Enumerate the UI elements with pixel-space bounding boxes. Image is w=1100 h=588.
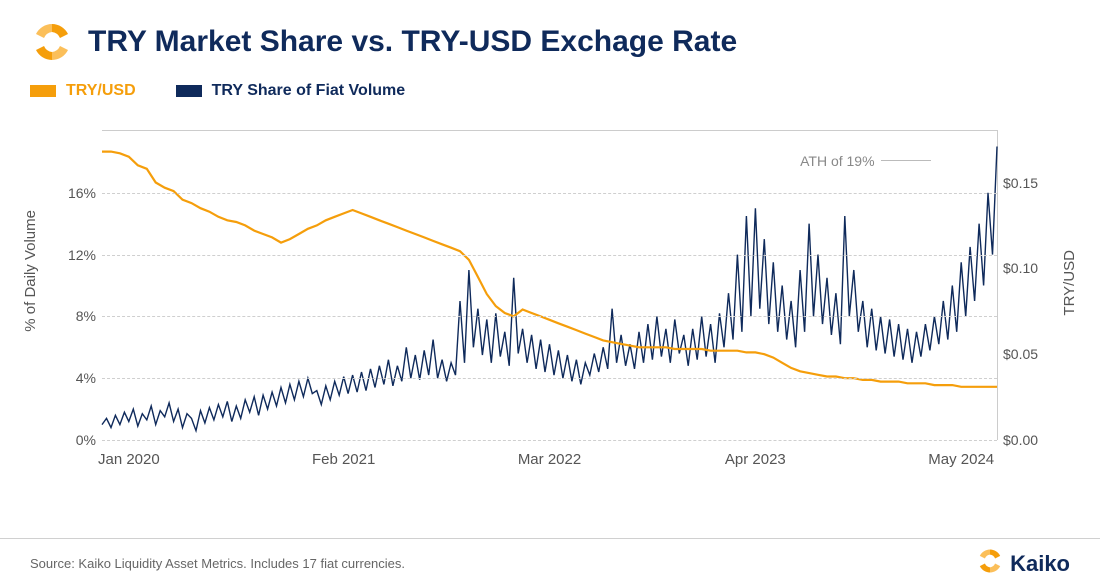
chart: % of Daily Volume TRY/USD 0%4%8%12%16%$0… — [30, 120, 1070, 480]
footer: Source: Kaiko Liquidity Asset Metrics. I… — [0, 538, 1100, 588]
legend-swatch — [176, 85, 202, 97]
y-axis-right-label: TRY/USD — [1061, 250, 1078, 316]
header: TRY Market Share vs. TRY-USD Exchage Rat… — [0, 0, 1100, 74]
legend-item-share: TRY Share of Fiat Volume — [176, 82, 406, 100]
kaiko-logo-icon — [976, 547, 1004, 581]
legend-label: TRY/USD — [66, 82, 136, 100]
legend: TRY/USD TRY Share of Fiat Volume — [0, 74, 1100, 100]
page-title: TRY Market Share vs. TRY-USD Exchage Rat… — [88, 25, 737, 59]
brand-name: Kaiko — [1010, 551, 1070, 577]
annotation: ATH of 19% — [800, 153, 930, 169]
legend-item-tryusd: TRY/USD — [30, 82, 136, 100]
plot-area: 0%4%8%12%16%$0.00$0.05$0.10$0.15Jan 2020… — [102, 130, 998, 440]
legend-label: TRY Share of Fiat Volume — [212, 82, 406, 100]
footer-brand: Kaiko — [976, 547, 1070, 581]
legend-swatch — [30, 85, 56, 97]
kaiko-logo-icon — [30, 20, 74, 64]
source-text: Source: Kaiko Liquidity Asset Metrics. I… — [30, 556, 405, 571]
y-axis-left-label: % of Daily Volume — [22, 210, 39, 332]
